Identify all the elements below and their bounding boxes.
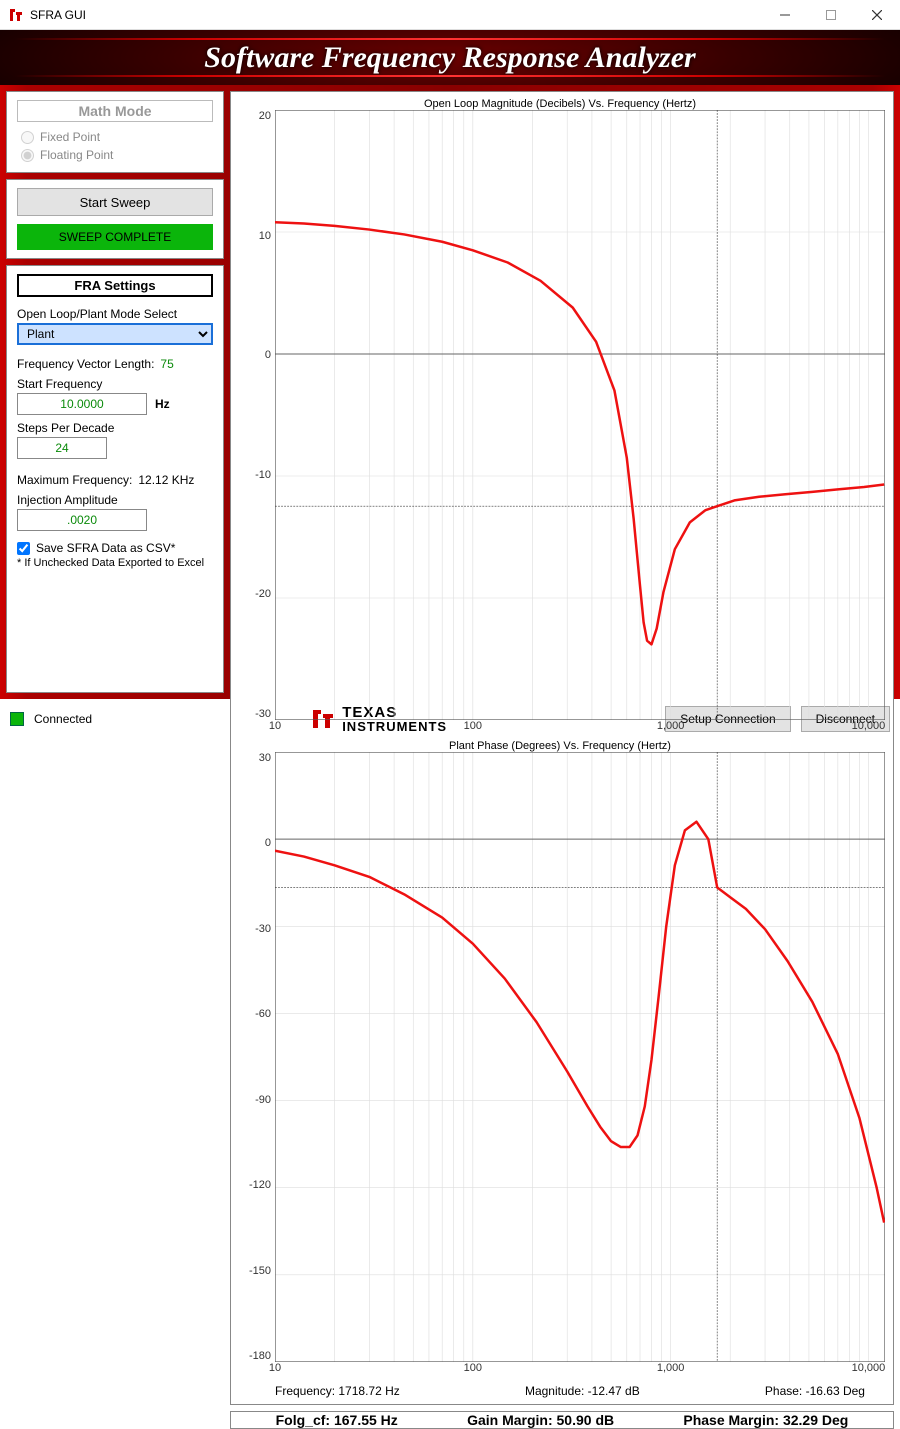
save-csv-checkbox[interactable]: Save SFRA Data as CSV* bbox=[17, 541, 213, 555]
magnitude-title: Open Loop Magnitude (Decibels) Vs. Frequ… bbox=[235, 96, 885, 110]
header-banner: Software Frequency Response Analyzer bbox=[0, 30, 900, 85]
vec-len-label: Frequency Vector Length: bbox=[17, 357, 154, 371]
magnitude-chart: Open Loop Magnitude (Decibels) Vs. Frequ… bbox=[235, 96, 885, 738]
fixed-point-radio[interactable]: Fixed Point bbox=[17, 128, 213, 146]
phase-plot[interactable] bbox=[275, 752, 885, 1362]
phase-chart: Plant Phase (Degrees) Vs. Frequency (Her… bbox=[235, 738, 885, 1380]
phase-ylabels: 300-30-60-90-120-150-180 bbox=[235, 752, 275, 1362]
magnitude-plot[interactable] bbox=[275, 110, 885, 720]
titlebar: SFRA GUI bbox=[0, 0, 900, 30]
start-freq-unit: Hz bbox=[155, 397, 170, 411]
readout-freq: Frequency: 1718.72 Hz bbox=[275, 1384, 400, 1398]
max-freq-label: Maximum Frequency: bbox=[17, 473, 132, 487]
max-freq-value: 12.12 KHz bbox=[138, 473, 194, 487]
fra-heading: FRA Settings bbox=[17, 274, 213, 297]
mode-select[interactable]: Plant bbox=[17, 323, 213, 345]
charts-panel: Open Loop Magnitude (Decibels) Vs. Frequ… bbox=[230, 91, 894, 1405]
start-freq-input[interactable] bbox=[17, 393, 147, 415]
app-icon bbox=[8, 7, 24, 23]
inj-amp-input[interactable] bbox=[17, 509, 147, 531]
math-mode-panel: Math Mode Fixed Point Floating Point bbox=[6, 91, 224, 173]
steps-label: Steps Per Decade bbox=[17, 421, 213, 435]
floating-point-radio[interactable]: Floating Point bbox=[17, 146, 213, 164]
mode-select-label: Open Loop/Plant Mode Select bbox=[17, 307, 213, 321]
sweep-panel: Start Sweep SWEEP COMPLETE bbox=[6, 179, 224, 259]
cursor-readout: Frequency: 1718.72 Hz Magnitude: -12.47 … bbox=[235, 1380, 885, 1400]
start-sweep-button[interactable]: Start Sweep bbox=[17, 188, 213, 216]
sweep-status: SWEEP COMPLETE bbox=[17, 224, 213, 250]
phase-title: Plant Phase (Degrees) Vs. Frequency (Her… bbox=[235, 738, 885, 752]
floating-point-label: Floating Point bbox=[40, 148, 113, 162]
readout-phase: Phase: -16.63 Deg bbox=[765, 1384, 865, 1398]
right-panel: Open Loop Magnitude (Decibels) Vs. Frequ… bbox=[230, 91, 894, 693]
inj-amp-label: Injection Amplitude bbox=[17, 493, 213, 507]
vec-len-row: Frequency Vector Length: 75 bbox=[17, 357, 213, 371]
start-freq-label: Start Frequency bbox=[17, 377, 213, 391]
magnitude-ylabels: 20100-10-20-30 bbox=[235, 110, 275, 720]
connection-label: Connected bbox=[34, 712, 92, 726]
magnitude-xlabels: 101001,00010,000 bbox=[275, 720, 885, 738]
close-button[interactable] bbox=[854, 0, 900, 30]
steps-input[interactable] bbox=[17, 437, 107, 459]
gain-margin-metric: Gain Margin: 50.90 dB bbox=[467, 1412, 614, 1428]
phase-xlabels: 101001,00010,000 bbox=[275, 1362, 885, 1380]
main-area: Math Mode Fixed Point Floating Point Sta… bbox=[0, 85, 900, 699]
save-csv-note: * If Unchecked Data Exported to Excel bbox=[17, 557, 213, 569]
connection-indicator bbox=[10, 712, 24, 726]
math-mode-heading: Math Mode bbox=[17, 100, 213, 122]
phase-margin-metric: Phase Margin: 32.29 Deg bbox=[683, 1412, 848, 1428]
fra-settings-panel: FRA Settings Open Loop/Plant Mode Select… bbox=[6, 265, 224, 693]
app-title: Software Frequency Response Analyzer bbox=[204, 41, 695, 75]
window-title: SFRA GUI bbox=[30, 8, 762, 22]
max-freq-row: Maximum Frequency: 12.12 KHz bbox=[17, 473, 213, 487]
maximize-button[interactable] bbox=[808, 0, 854, 30]
left-panel: Math Mode Fixed Point Floating Point Sta… bbox=[6, 91, 224, 693]
readout-mag: Magnitude: -12.47 dB bbox=[525, 1384, 640, 1398]
metrics-panel: Folg_cf: 167.55 Hz Gain Margin: 50.90 dB… bbox=[230, 1411, 894, 1429]
folg-metric: Folg_cf: 167.55 Hz bbox=[276, 1412, 398, 1428]
vec-len-value: 75 bbox=[160, 357, 173, 371]
fixed-point-label: Fixed Point bbox=[40, 130, 100, 144]
minimize-button[interactable] bbox=[762, 0, 808, 30]
save-csv-label: Save SFRA Data as CSV* bbox=[36, 541, 175, 555]
